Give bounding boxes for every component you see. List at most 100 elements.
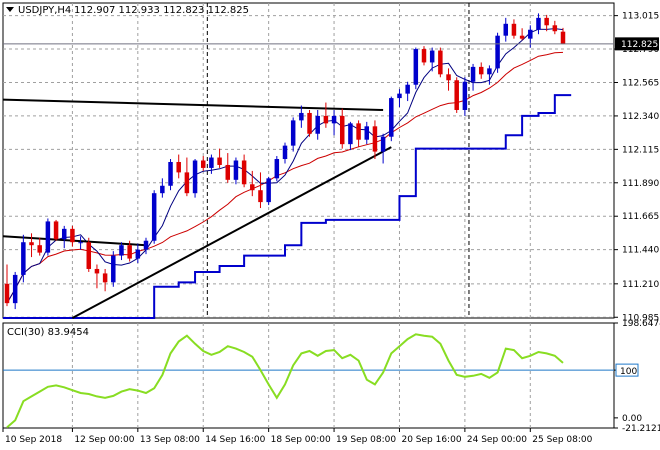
time-tick-label: 20 Sep 16:00 [401,435,461,445]
candle-body [331,115,337,124]
candle [151,190,157,244]
time-x-axis: 10 Sep 2018 12 Sep 00:00 13 Sep 08:00 14 Se… [2,428,593,445]
candle [102,268,108,292]
candle-body [143,240,149,250]
candle-body [168,161,173,186]
candle [389,96,394,142]
candle [192,159,198,198]
candle [21,234,26,283]
candle-body [78,242,83,244]
candle-body [192,160,198,194]
candle-body [151,193,157,241]
candle [478,62,484,79]
candle-body [282,145,288,160]
candle-body [307,112,312,134]
candle-body [37,245,42,253]
cci-plot-frame [2,322,615,429]
price-tick-label: 112.340 [622,112,659,122]
candle [282,142,288,164]
time-tick-label: 14 Sep 16:00 [205,435,265,445]
candle-body [21,242,26,275]
candle-body [372,126,378,152]
candle [266,176,271,206]
candles [4,13,566,310]
candle-body [503,23,509,36]
candle [331,109,337,136]
candle [552,20,558,35]
candle [78,236,83,250]
cci-line [6,333,564,429]
candle [519,28,525,41]
candle-body [405,84,410,94]
cci-path [6,333,564,429]
candle-body [12,274,18,304]
candle-body [233,160,239,180]
candle [438,47,443,78]
candle [176,154,181,179]
candle-body [94,268,100,274]
candle [290,117,296,152]
slow-ma-path [6,51,564,304]
candle-body [45,221,51,253]
dropdown-triangle-icon[interactable] [6,7,14,12]
candle [160,178,165,198]
candle-body [421,49,427,63]
candle-body [86,242,92,269]
candle-body [413,49,419,85]
candle-body [364,126,370,140]
candle-body [258,190,263,203]
candle-body [184,172,190,194]
candle [380,133,386,164]
price-tick-label: 111.890 [622,179,659,189]
candle-body [536,17,541,30]
time-tick-label: 12 Sep 00:00 [74,435,134,445]
candle-body [111,255,116,283]
candle [233,157,239,185]
cci-title: CCI(30) 83.9454 [7,327,89,338]
candle [119,242,124,261]
candle-body [61,228,67,240]
candle [168,159,173,191]
cci-panel[interactable]: 198.6474 0.00-21.2121 CCI(30) 83.9454 100 [2,319,660,434]
candle [487,65,492,85]
price-tick-label: 113.015 [622,12,659,22]
candle [200,156,206,171]
candle-body [160,185,165,194]
candle [315,109,320,140]
candle-body [119,245,124,256]
candle-body [552,25,558,32]
candle-body [290,120,296,146]
candle [217,148,222,168]
candle [413,47,419,90]
candle [503,17,509,42]
candle [560,27,566,45]
candle [241,154,247,188]
price-tick-label: 112.565 [622,78,659,88]
candle-body [495,35,500,69]
price-plot-frame [2,2,615,319]
candle-body [323,115,329,124]
candle-body [389,98,394,137]
candle-body [470,66,476,82]
candle-body [200,160,206,168]
candle [37,237,42,256]
price-tick-label: 111.210 [622,280,659,290]
price-tick-label: 111.440 [622,246,659,256]
cci-level-value: 100 [620,367,637,377]
candle-body [544,17,549,26]
candle [61,225,67,249]
candle [184,157,190,197]
candle [225,153,231,183]
candle [511,19,517,39]
candle [250,170,255,197]
candle [421,46,427,66]
candle-body [4,283,10,304]
candle [29,233,34,258]
price-tick-label: 111.665 [622,212,659,222]
candle-body [217,157,222,165]
candle [274,156,280,182]
candle-body [560,31,566,44]
candle-body [250,184,255,191]
price-panel[interactable]: 113.015112.790112.565112.340112.115111.8… [2,2,659,323]
